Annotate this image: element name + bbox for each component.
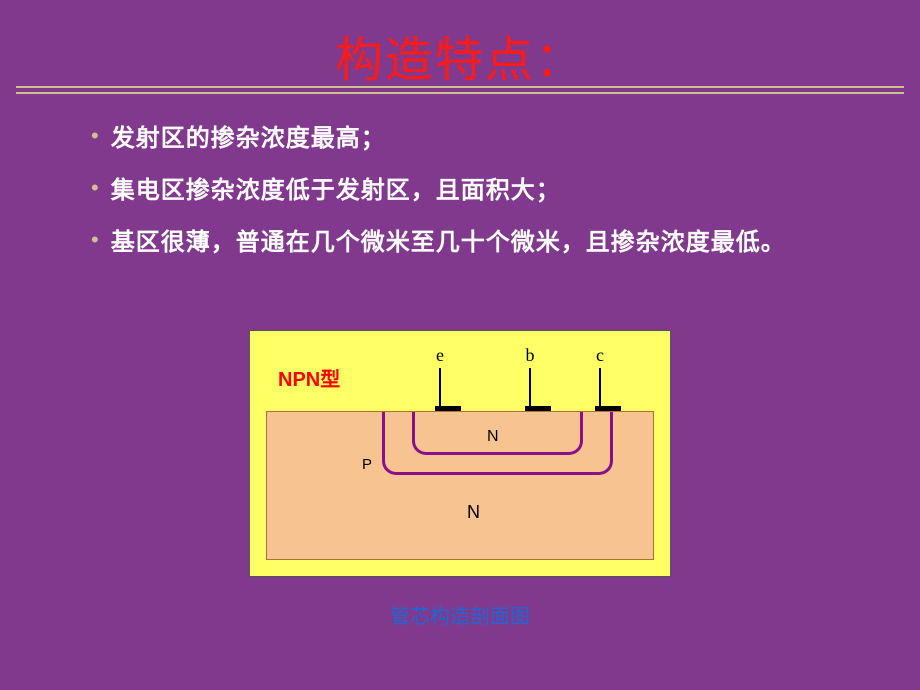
terminal-lead — [529, 368, 531, 406]
list-item: • 发射区的掺杂浓度最高； — [115, 120, 860, 158]
divider-bottom — [16, 92, 904, 94]
bullet-text: 基区很薄，普通在几个微米至几十个微米，且掺杂浓度最低。 — [111, 224, 786, 262]
page-title: 构造特点： — [335, 34, 585, 87]
terminal-base: b — [525, 345, 535, 413]
slide: 构造特点： • 发射区的掺杂浓度最高； • 集电区掺杂浓度低于发射区，且面积大；… — [0, 0, 920, 690]
substrate: N P N — [266, 411, 654, 560]
bullet-icon: • — [91, 224, 99, 256]
npn-type-label: NPN型 — [278, 363, 340, 392]
terminal-lead — [439, 368, 441, 406]
terminal-label: c — [595, 345, 605, 366]
terminal-label: e — [435, 345, 445, 366]
terminal-collector: c — [595, 345, 605, 413]
terminal-emitter: e — [435, 345, 445, 413]
title-container: 构造特点： — [0, 0, 920, 90]
figure-caption: 管芯构造剖面图 — [0, 600, 920, 629]
bullet-icon: • — [91, 172, 99, 204]
figure-area: NPN型 e b c N P N — [0, 330, 920, 629]
p-label: P — [362, 456, 372, 473]
bullet-text: 发射区的掺杂浓度最高； — [111, 120, 386, 158]
body: • 发射区的掺杂浓度最高； • 集电区掺杂浓度低于发射区，且面积大； • 基区很… — [115, 120, 860, 276]
bullet-icon: • — [91, 120, 99, 152]
bullet-text: 集电区掺杂浓度低于发射区，且面积大； — [111, 172, 561, 210]
terminal-label: b — [525, 345, 535, 366]
n-label-top: N — [487, 428, 499, 446]
transistor-cross-section: NPN型 e b c N P N — [249, 330, 671, 577]
list-item: • 基区很薄，普通在几个微米至几十个微米，且掺杂浓度最低。 — [115, 224, 860, 262]
list-item: • 集电区掺杂浓度低于发射区，且面积大； — [115, 172, 860, 210]
n-label-bottom: N — [467, 502, 480, 523]
divider-top — [16, 86, 904, 88]
terminal-lead — [599, 368, 601, 406]
